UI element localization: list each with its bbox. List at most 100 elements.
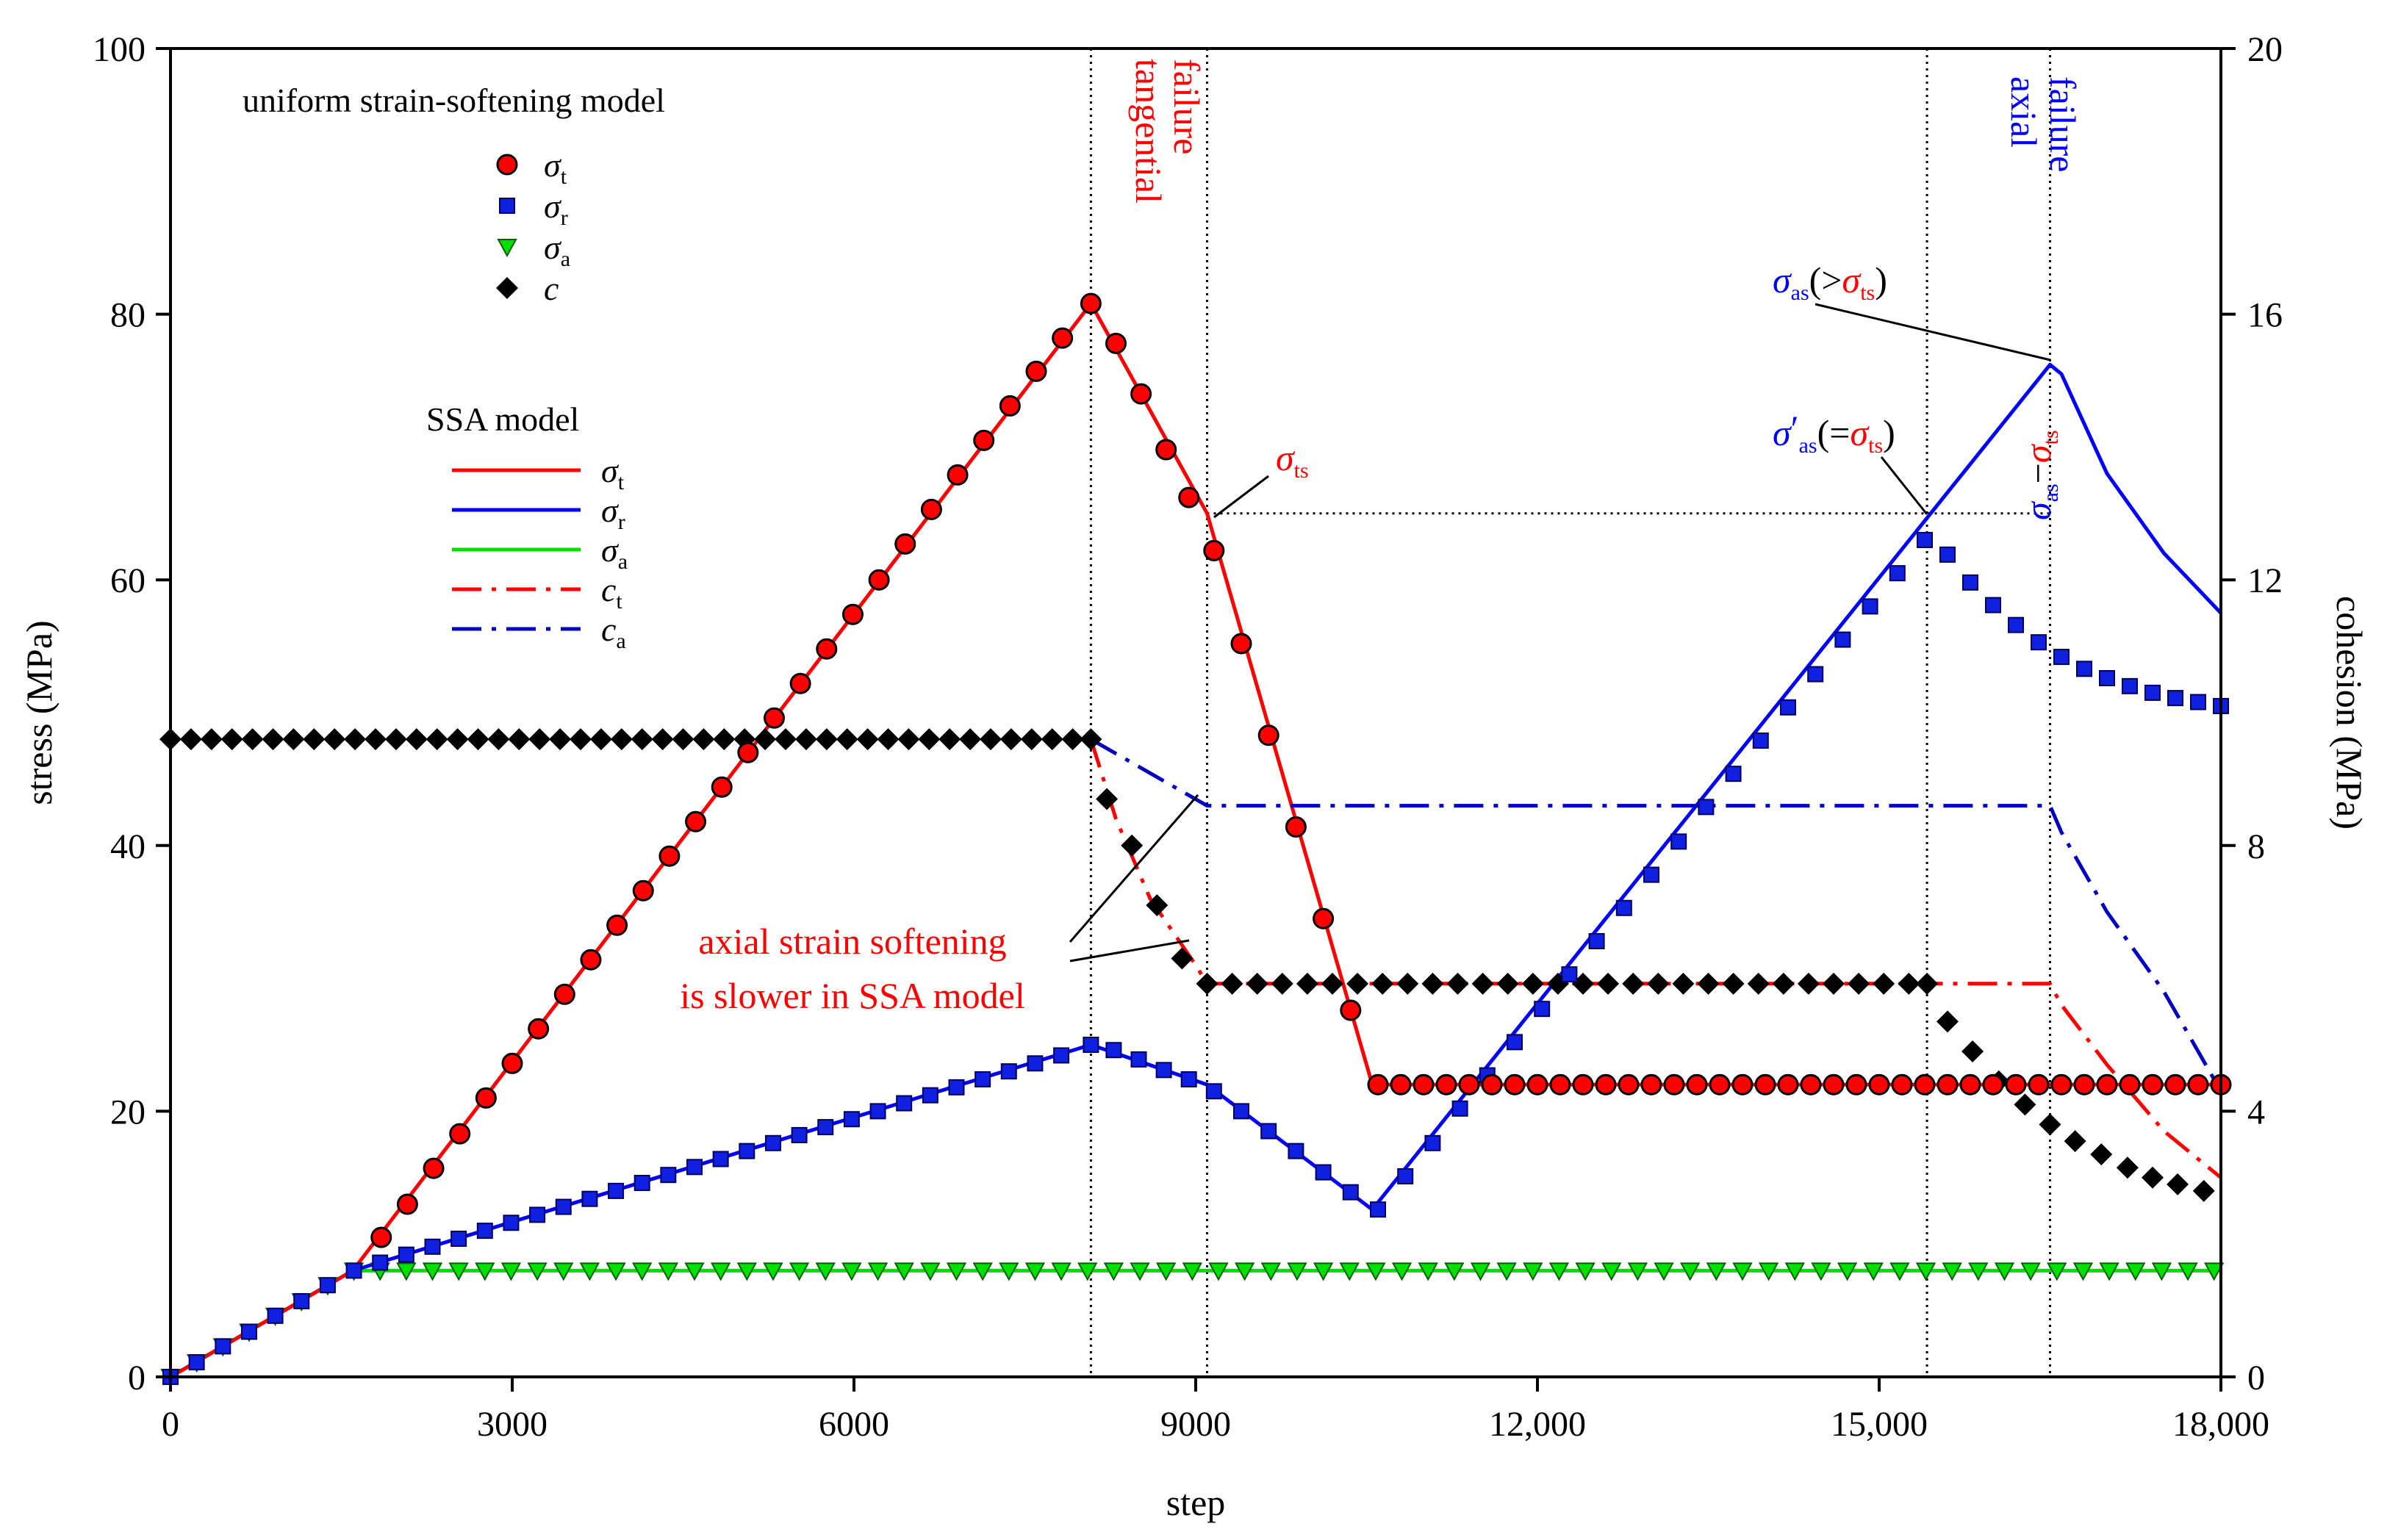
uss-sigma-a-point-52 [1523,1262,1543,1281]
legend-label-uniform-0: σt [544,146,567,189]
uss-sigma-a-point-36 [1103,1262,1124,1281]
uss-c-point-78 [1898,972,1920,995]
uss-sigma-r-point-10 [424,1238,441,1255]
uss-sigma-r-point-47 [1397,1167,1414,1184]
uss-sigma-t-point-70 [2096,1073,2118,1095]
uss-sigma-t-point-34 [1257,724,1279,746]
uss-sigma-r-point-15 [555,1198,572,1215]
legend-title-uniform: uniform strain-softening model [243,82,665,119]
legend-marker-square [499,198,515,214]
uss-sigma-a-point-33 [1024,1262,1046,1281]
uss-sigma-r-point-11 [451,1230,467,1247]
uss-sigma-t-point-69 [2073,1073,2095,1095]
uss-c-point-7 [303,728,326,751]
uss-sigma-t-point-54 [1731,1073,1754,1095]
uss-sigma-a-point-69 [1968,1262,1989,1281]
uss-c-point-31 [794,728,817,751]
uss-c-point-75 [1823,972,1845,995]
uss-c-point-66 [1597,972,1620,995]
uss-sigma-r-point-16 [581,1190,598,1207]
uss-sigma-r-point-55 [1615,899,1632,916]
ssa-c-a-line [1090,738,2223,1093]
uss-sigma-a-point-24 [789,1262,810,1281]
uss-sigma-t-point-20 [894,533,916,555]
uss-sigma-a-point-78 [2204,1262,2225,1281]
uss-sigma-r-point-27 [869,1103,886,1120]
uss-sigma-r-point-2 [215,1338,231,1355]
uss-sigma-r-point-23 [764,1134,781,1151]
uss-sigma-r-point-26 [843,1111,860,1128]
uss-sigma-a-point-46 [1365,1262,1386,1281]
uss-sigma-r-point-14 [529,1206,546,1223]
uss-sigma-t-point-72 [2142,1073,2164,1095]
uss-sigma-r-point-70 [2008,616,2024,633]
uss-sigma-r-point-51 [1507,1034,1523,1051]
uss-c-point-40 [980,728,1002,751]
uss-c-point-50 [1196,972,1218,995]
uss-sigma-t-point-13 [711,776,733,798]
uss-sigma-r-point-22 [739,1143,755,1159]
uss-sigma-t-point-17 [816,638,838,660]
ssa-model-lines [169,301,2223,1379]
annotation-sigma-diff: σas−σts [2017,430,2063,520]
uss-sigma-t-point-26 [1052,327,1074,349]
uss-sigma-a-point-65 [1863,1262,1884,1281]
uss-c-point-55 [1321,972,1343,995]
uss-sigma-r-point-77 [2167,690,2183,707]
uss-sigma-t-point-11 [658,845,681,867]
uss-sigma-t-point-19 [868,569,890,591]
legend-label-ssa-0: σt [601,452,625,494]
uss-sigma-r-point-20 [686,1159,703,1176]
uss-sigma-r-point-46 [1370,1201,1386,1218]
uss-sigma-a-point-66 [1889,1262,1910,1281]
x-axis-label: step [1166,1482,1226,1523]
uss-sigma-a-point-25 [815,1262,836,1281]
uss-sigma-a-point-9 [396,1262,417,1281]
ssa-sigma-t-line [169,301,2221,1379]
uss-sigma-a-point-42 [1260,1262,1281,1281]
uss-c-point-9 [344,728,367,751]
softening-leader-1 [1069,794,1199,943]
uss-sigma-a-point-23 [763,1262,783,1281]
uss-sigma-a-point-71 [2020,1262,2041,1281]
uss-sigma-a-point-19 [658,1262,679,1281]
uss-c-point-70 [1697,972,1720,995]
uss-sigma-t-point-45 [1526,1073,1548,1095]
uss-c-point-51 [1221,972,1243,995]
legend-label-uniform-3: c [544,270,559,307]
uss-sigma-r-point-44 [1315,1164,1332,1181]
uss-c-point-3 [220,728,243,751]
uss-sigma-r-point-31 [974,1071,991,1088]
uss-sigma-t-point-71 [2119,1073,2141,1095]
uss-c-point-63 [1521,972,1544,995]
y-tick-label-1: 20 [110,1093,146,1131]
uss-sigma-t-point-23 [973,429,995,451]
ssa-sigma-a-line [169,1268,2221,1379]
uss-sigma-t-point-25 [1025,360,1047,382]
uss-c-point-62 [1496,972,1519,995]
y2-tick-label-3: 12 [2247,561,2283,600]
uss-sigma-r-point-61 [1780,699,1796,716]
uss-sigma-a-point-72 [2047,1262,2067,1281]
y-tick-label-4: 80 [110,296,146,335]
uss-sigma-a-point-63 [1811,1262,1831,1281]
uss-c-point-27 [713,728,736,751]
uss-sigma-a-point-59 [1706,1262,1727,1281]
uss-c-point-80 [1936,1010,1959,1033]
uss-sigma-a-point-28 [894,1262,914,1281]
uss-c-point-53 [1271,972,1293,995]
uss-sigma-t-point-0 [370,1226,392,1248]
uss-c-point-81 [1961,1040,1984,1063]
uss-sigma-r-point-76 [2144,684,2161,701]
x-tick-label-3: 9000 [1160,1405,1231,1444]
uss-sigma-a-point-62 [1784,1262,1805,1281]
x-tick-label-1: 3000 [477,1405,548,1444]
uss-c-point-30 [775,728,797,751]
uss-sigma-a-point-21 [710,1262,731,1281]
uss-sigma-r-point-42 [1260,1123,1277,1140]
uss-c-point-48 [1146,894,1169,917]
uss-sigma-t-point-21 [920,498,942,520]
uss-sigma-r-point-78 [2190,694,2206,710]
uss-c-point-23 [631,728,653,751]
